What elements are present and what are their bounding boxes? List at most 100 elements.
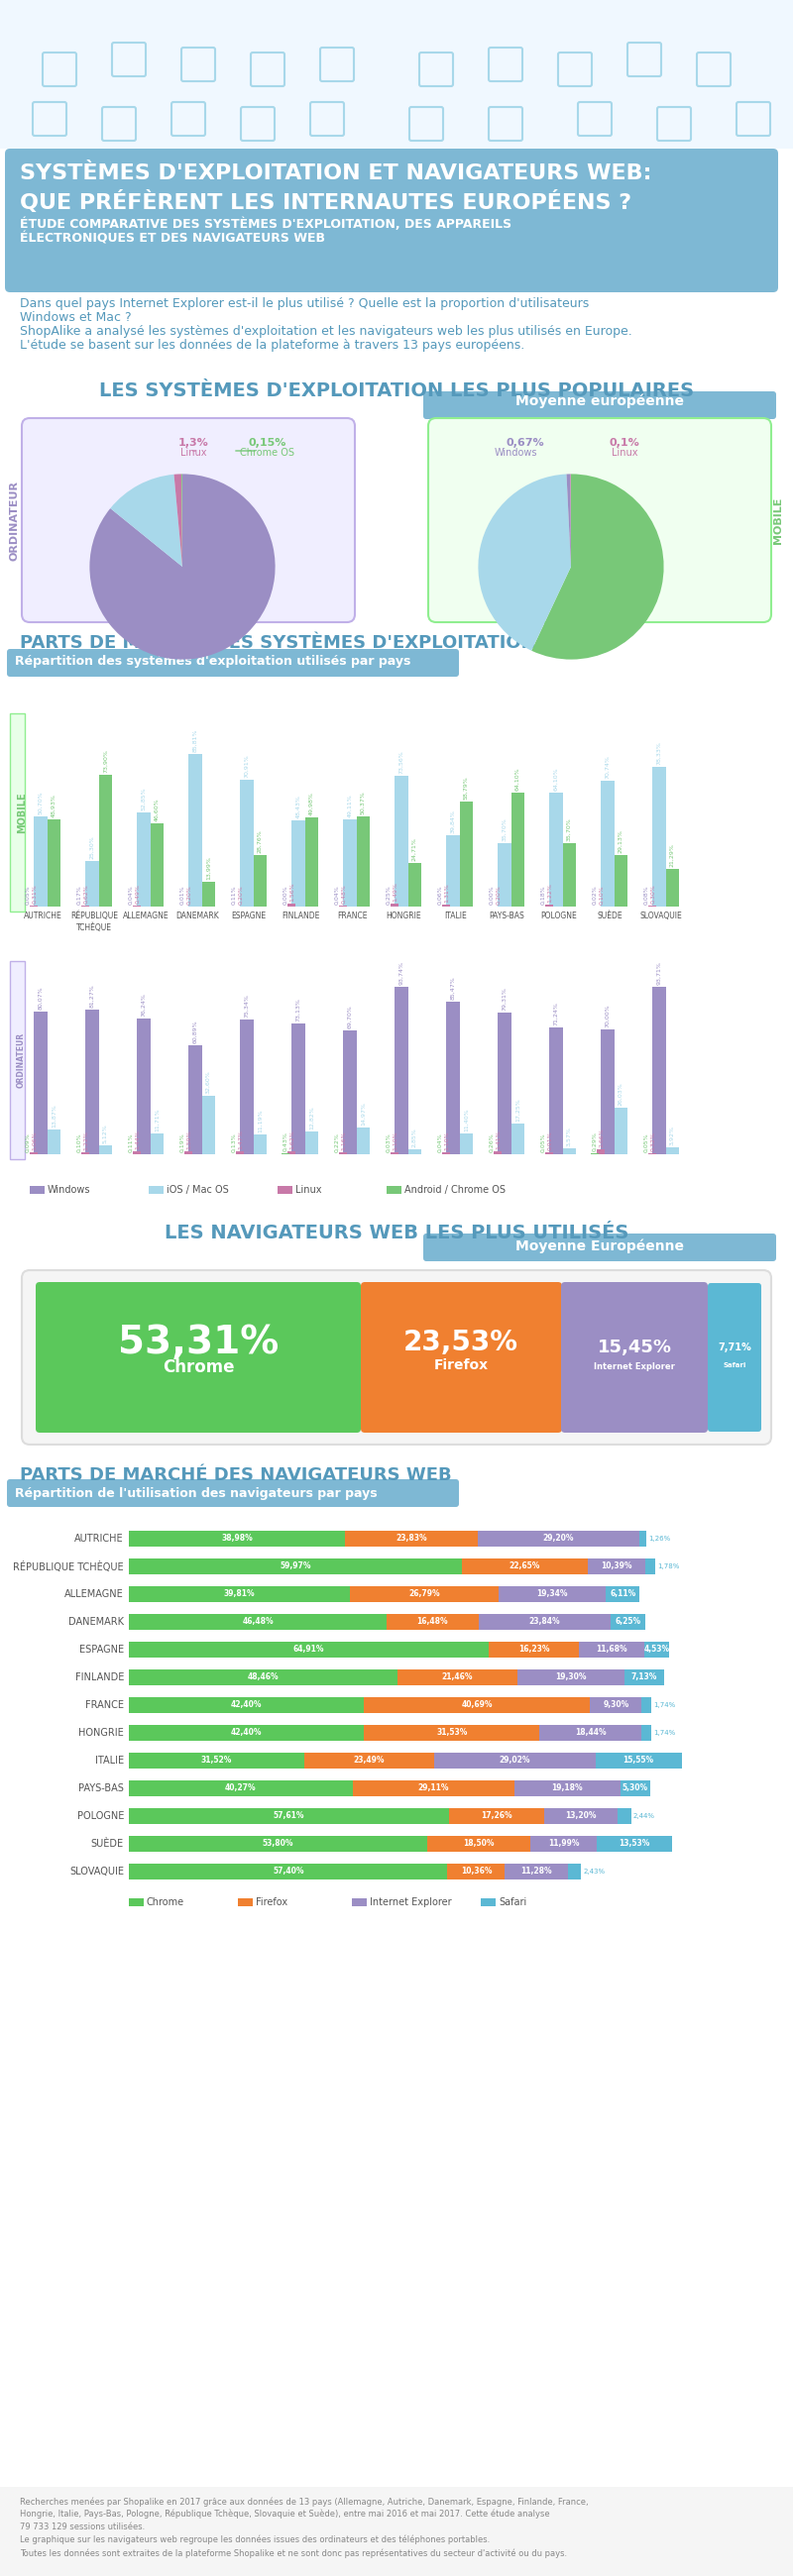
Text: 1,10%: 1,10% (393, 1131, 397, 1151)
Text: 2,66%: 2,66% (599, 1128, 603, 1146)
Text: QUE PRÉFÈRENT LES INTERNAUTES EUROPÉENS ?: QUE PRÉFÈRENT LES INTERNAUTES EUROPÉENS … (20, 191, 631, 214)
Text: 46,48%: 46,48% (242, 1618, 274, 1625)
Bar (395, 775, 408, 907)
Text: 1,74%: 1,74% (653, 1703, 676, 1708)
Text: 42,40%: 42,40% (231, 1728, 262, 1736)
Text: HONGRIE: HONGRIE (386, 912, 421, 920)
Bar (615, 1108, 627, 1154)
Text: PARTS DE MARCHÉ DES NAVIGATEURS WEB: PARTS DE MARCHÉ DES NAVIGATEURS WEB (20, 1466, 452, 1484)
Text: 9,30%: 9,30% (603, 1700, 629, 1710)
Bar (254, 1133, 266, 1154)
Text: 64,10%: 64,10% (554, 768, 558, 791)
Text: FRANCE: FRANCE (337, 912, 367, 920)
Text: 39,84%: 39,84% (450, 809, 455, 835)
Text: iOS / Mac OS: iOS / Mac OS (167, 1185, 228, 1195)
Text: 0,13%: 0,13% (232, 1133, 236, 1151)
FancyBboxPatch shape (350, 1587, 499, 1602)
Bar (185, 1151, 193, 1154)
Bar (48, 819, 60, 907)
Wedge shape (478, 474, 571, 652)
Text: 7,71%: 7,71% (718, 1342, 751, 1352)
Bar (357, 1128, 370, 1154)
Text: FINLANDE: FINLANDE (75, 1672, 124, 1682)
Text: 0,00%: 0,00% (489, 886, 494, 904)
Text: 70,74%: 70,74% (605, 755, 610, 778)
Text: ORDINATEUR: ORDINATEUR (10, 479, 20, 562)
Text: 73,13%: 73,13% (296, 997, 301, 1023)
Text: 0,18%: 0,18% (541, 884, 546, 904)
Text: 1,10%: 1,10% (444, 1131, 449, 1151)
Bar (653, 768, 666, 907)
FancyBboxPatch shape (128, 1899, 144, 1906)
FancyBboxPatch shape (606, 1587, 640, 1602)
FancyBboxPatch shape (128, 1862, 447, 1880)
FancyBboxPatch shape (128, 1641, 489, 1656)
FancyBboxPatch shape (361, 1283, 562, 1432)
Text: 0,11%: 0,11% (232, 886, 236, 904)
FancyBboxPatch shape (481, 1899, 496, 1906)
Text: 49,98%: 49,98% (309, 791, 314, 817)
Text: Chrome: Chrome (163, 1358, 234, 1376)
Bar (550, 793, 563, 907)
Bar (550, 1028, 563, 1154)
Text: 29,13%: 29,13% (619, 829, 623, 853)
Text: 18,44%: 18,44% (575, 1728, 606, 1736)
Bar (653, 987, 666, 1154)
Text: Mac OS: Mac OS (131, 502, 167, 513)
Bar (292, 819, 305, 907)
Text: 40,27%: 40,27% (225, 1783, 256, 1793)
Text: Windows et Mac ?: Windows et Mac ? (20, 312, 132, 325)
Text: 76,24%: 76,24% (141, 992, 146, 1018)
FancyBboxPatch shape (579, 1641, 644, 1656)
Text: ÉLECTRONIQUES ET DES NAVIGATEURS WEB: ÉLECTRONIQUES ET DES NAVIGATEURS WEB (20, 232, 325, 245)
Text: 46,60%: 46,60% (155, 799, 159, 822)
Text: 93,74%: 93,74% (399, 961, 404, 984)
Text: 53,80%: 53,80% (262, 1839, 293, 1850)
Text: 79,31%: 79,31% (502, 987, 507, 1010)
FancyBboxPatch shape (646, 1558, 655, 1574)
FancyBboxPatch shape (505, 1862, 568, 1880)
Bar (86, 1010, 99, 1154)
Text: FINLANDE: FINLANDE (282, 912, 320, 920)
Text: 11,40%: 11,40% (464, 1108, 469, 1131)
Bar (34, 817, 48, 907)
Text: 79 733 129 sessions utilisées.: 79 733 129 sessions utilisées. (20, 2522, 145, 2532)
Text: 0,20%: 0,20% (186, 884, 191, 904)
Text: SUÈDE: SUÈDE (91, 1839, 124, 1850)
Text: Chrome: Chrome (147, 1899, 185, 1906)
Text: ESPAGNE: ESPAGNE (79, 1643, 124, 1654)
Text: LES NAVIGATEURS WEB LES PLUS UTILISÉS: LES NAVIGATEURS WEB LES PLUS UTILISÉS (164, 1224, 629, 1242)
Text: 21,46%: 21,46% (442, 1672, 473, 1682)
FancyBboxPatch shape (149, 1185, 163, 1193)
FancyBboxPatch shape (423, 392, 776, 420)
Text: 0,01%: 0,01% (180, 886, 185, 904)
Text: 0,10%: 0,10% (77, 1133, 82, 1151)
Text: 73,56%: 73,56% (399, 750, 404, 773)
Text: Chrome OS: Chrome OS (240, 448, 295, 459)
Text: 48,46%: 48,46% (247, 1672, 279, 1682)
Text: Android / Chrome OS: Android / Chrome OS (404, 1185, 506, 1195)
Text: 0,10%: 0,10% (599, 886, 603, 904)
FancyBboxPatch shape (5, 149, 778, 291)
Text: ÉTUDE COMPARATIVE DES SYSTÈMES D'EXPLOITATION, DES APPAREILS: ÉTUDE COMPARATIVE DES SYSTÈMES D'EXPLOIT… (20, 219, 511, 232)
Text: Windows: Windows (494, 448, 537, 459)
Text: Safari: Safari (499, 1899, 527, 1906)
Text: 23,53%: 23,53% (404, 1329, 519, 1358)
Text: 39,81%: 39,81% (224, 1589, 255, 1600)
Text: 31,53%: 31,53% (436, 1728, 467, 1736)
FancyBboxPatch shape (517, 1669, 624, 1685)
Bar (189, 755, 201, 907)
Bar (601, 781, 615, 907)
FancyBboxPatch shape (304, 1752, 435, 1770)
Text: 29,02%: 29,02% (499, 1757, 531, 1765)
Text: 0,26%: 0,26% (489, 1133, 494, 1151)
Wedge shape (110, 474, 182, 567)
FancyBboxPatch shape (0, 2486, 793, 2576)
FancyBboxPatch shape (489, 1641, 579, 1656)
Text: Répartition de l'utilisation des navigateurs par pays: Répartition de l'utilisation des navigat… (15, 1486, 377, 1499)
FancyBboxPatch shape (449, 1808, 545, 1824)
FancyBboxPatch shape (596, 1752, 682, 1770)
Text: 57,40%: 57,40% (273, 1868, 304, 1875)
Text: ALLEMAGNE: ALLEMAGNE (65, 1589, 124, 1600)
Text: 11,19%: 11,19% (258, 1108, 262, 1133)
